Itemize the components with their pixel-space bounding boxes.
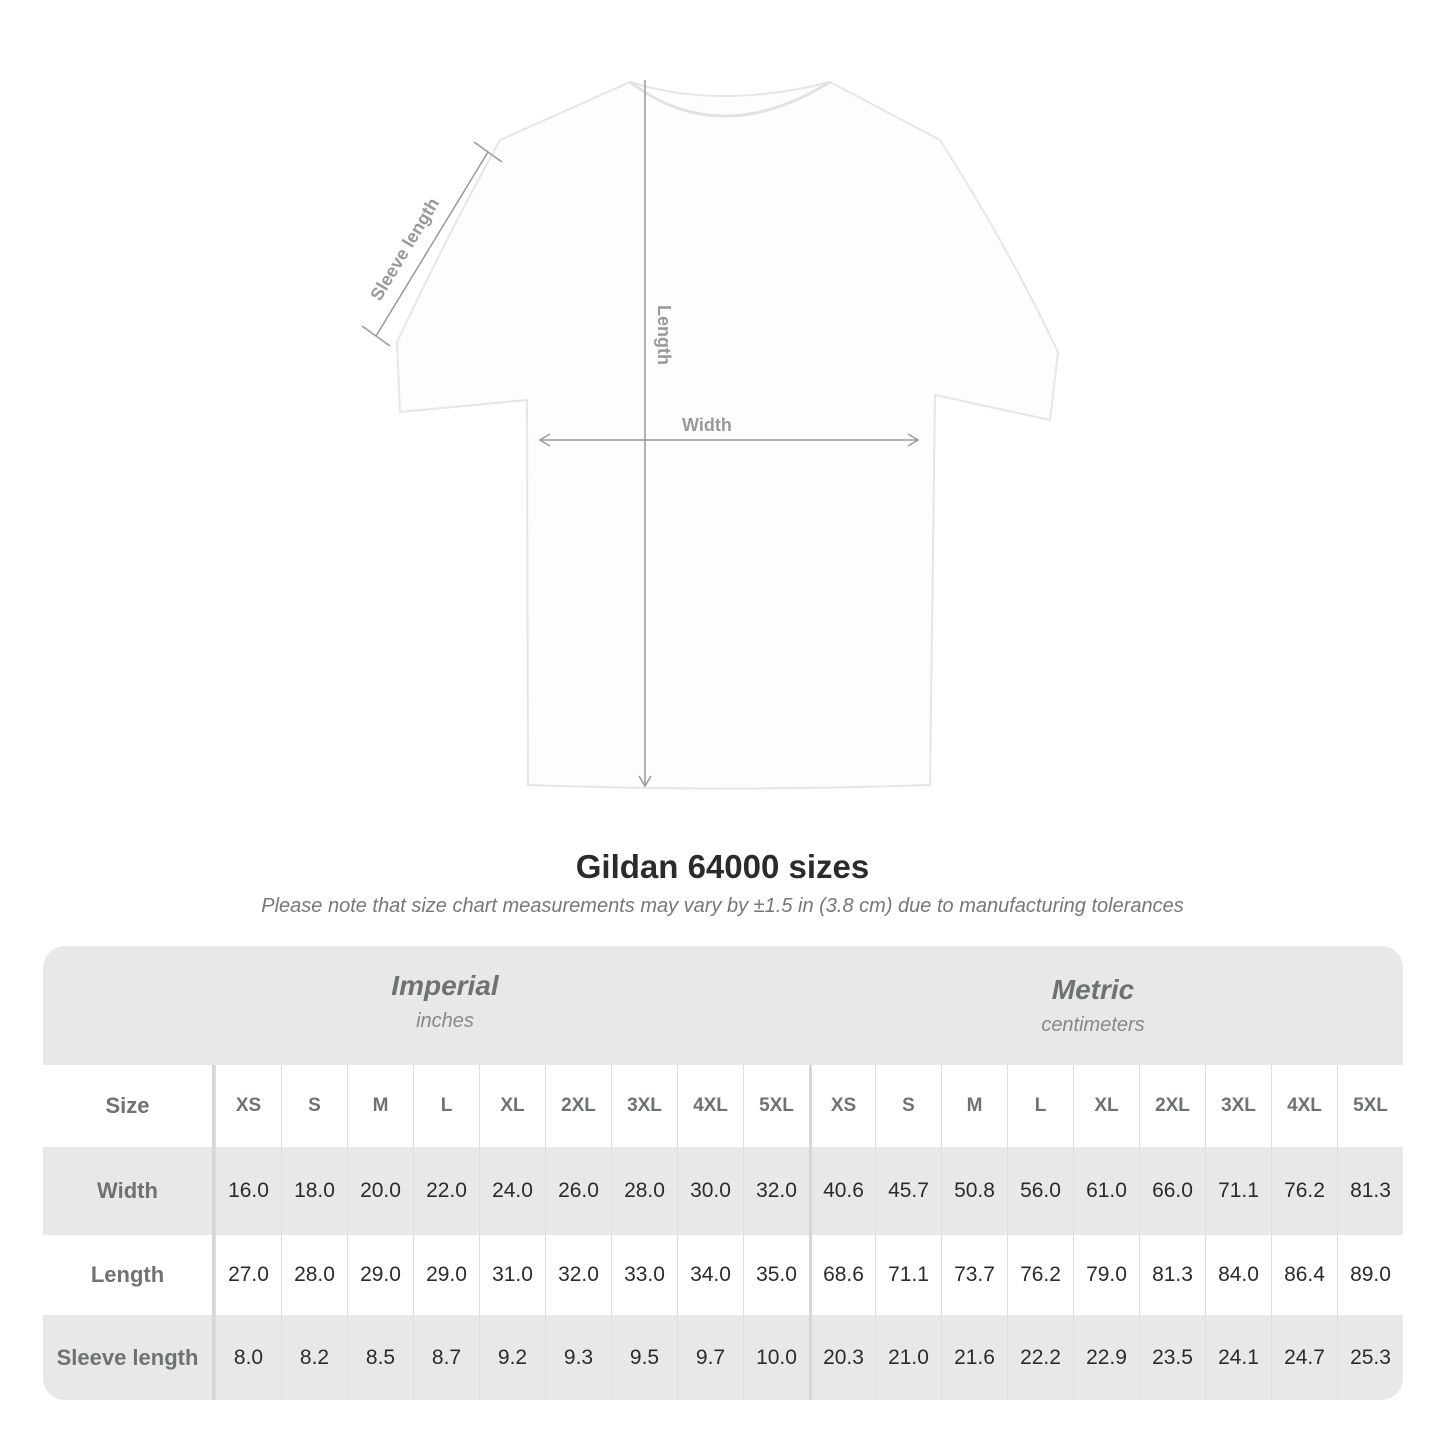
width-label: Width <box>682 415 732 435</box>
table-cell: 35.0 <box>743 1235 809 1315</box>
units-header: Imperial inches Metric centimeters <box>43 946 1403 1065</box>
table-cell: 20.0 <box>347 1147 413 1235</box>
size-header-cell: XS <box>215 1065 281 1147</box>
table-cell: 9.2 <box>479 1315 545 1400</box>
table-cell: 9.5 <box>611 1315 677 1400</box>
size-label: Size <box>43 1065 215 1147</box>
table-row-width: Width 16.0 18.0 20.0 22.0 24.0 26.0 28.0 30.0 32.… <box>43 1147 1403 1235</box>
size-header-cell: 4XL <box>677 1065 743 1147</box>
table-cell: 8.2 <box>281 1315 347 1400</box>
table-cell: 28.0 <box>281 1235 347 1315</box>
imperial-unit: inches <box>416 1010 474 1032</box>
table-cell: 84.0 <box>1205 1235 1271 1315</box>
size-header-cell: XL <box>479 1065 545 1147</box>
table-cell: 8.0 <box>215 1315 281 1400</box>
table-cell: 56.0 <box>1007 1147 1073 1235</box>
table-cell: 81.3 <box>1337 1147 1403 1235</box>
size-header-cell: S <box>281 1065 347 1147</box>
table-cell: 24.0 <box>479 1147 545 1235</box>
measurement-arrows <box>361 80 920 788</box>
table-cell: 33.0 <box>611 1235 677 1315</box>
table-cell: 68.6 <box>809 1235 875 1315</box>
table-cell: 79.0 <box>1073 1235 1139 1315</box>
table-cell: 8.7 <box>413 1315 479 1400</box>
table-cell: 71.1 <box>1205 1147 1271 1235</box>
table-row-sleeve-length: Sleeve length 8.0 8.2 8.5 8.7 9.2 9.3 9.5 9.7 10.… <box>43 1315 1403 1400</box>
table-cell: 76.2 <box>1007 1235 1073 1315</box>
table-cell: 61.0 <box>1073 1147 1139 1235</box>
table-cell: 24.7 <box>1271 1315 1337 1400</box>
size-header-cell: M <box>941 1065 1007 1147</box>
size-header-cell: 2XL <box>1139 1065 1205 1147</box>
table-cell: 9.3 <box>545 1315 611 1400</box>
size-header-cell: 3XL <box>611 1065 677 1147</box>
table-cell: 81.3 <box>1139 1235 1205 1315</box>
table-cell: 31.0 <box>479 1235 545 1315</box>
size-table: Imperial inches Metric centimeters Size … <box>43 946 1403 1400</box>
size-header-cell: L <box>413 1065 479 1147</box>
size-header-row: Size XS S M L XL 2XL 3XL 4XL 5XL XS S M L XL 2XL 3XL 4XL… <box>43 1065 1403 1147</box>
table-cell: 24.1 <box>1205 1315 1271 1400</box>
table-cell: 22.9 <box>1073 1315 1139 1400</box>
table-cell: 66.0 <box>1139 1147 1205 1235</box>
metric-unit: centimeters <box>1041 1014 1145 1036</box>
table-cell: 27.0 <box>215 1235 281 1315</box>
table-cell: 76.2 <box>1271 1147 1337 1235</box>
size-header-cell: 5XL <box>743 1065 809 1147</box>
table-row-length: Length 27.0 28.0 29.0 29.0 31.0 32.0 33.0 34.0 35… <box>43 1235 1403 1315</box>
row-label: Width <box>43 1147 215 1235</box>
table-cell: 25.3 <box>1337 1315 1403 1400</box>
table-cell: 40.6 <box>809 1147 875 1235</box>
table-cell: 29.0 <box>347 1235 413 1315</box>
table-cell: 50.8 <box>941 1147 1007 1235</box>
size-header-cell: 4XL <box>1271 1065 1337 1147</box>
size-header-cell: M <box>347 1065 413 1147</box>
table-cell: 9.7 <box>677 1315 743 1400</box>
metric-title: Metric <box>1051 974 1135 1005</box>
table-cell: 29.0 <box>413 1235 479 1315</box>
table-cell: 28.0 <box>611 1147 677 1235</box>
imperial-header: Imperial inches <box>215 970 675 1033</box>
size-header-cell: 3XL <box>1205 1065 1271 1147</box>
imperial-title: Imperial <box>391 970 499 1001</box>
size-header-cell: XL <box>1073 1065 1139 1147</box>
length-label: Length <box>654 305 674 365</box>
size-header-cell: 5XL <box>1337 1065 1403 1147</box>
table-cell: 86.4 <box>1271 1235 1337 1315</box>
table-cell: 32.0 <box>743 1147 809 1235</box>
table-cell: 71.1 <box>875 1235 941 1315</box>
table-cell: 26.0 <box>545 1147 611 1235</box>
table-cell: 73.7 <box>941 1235 1007 1315</box>
metric-header: Metric centimeters <box>863 974 1323 1037</box>
table-cell: 22.2 <box>1007 1315 1073 1400</box>
table-cell: 89.0 <box>1337 1235 1403 1315</box>
table-cell: 10.0 <box>743 1315 809 1400</box>
row-label: Sleeve length <box>43 1315 215 1400</box>
row-label: Length <box>43 1235 215 1315</box>
size-header-cell: XS <box>809 1065 875 1147</box>
table-cell: 21.6 <box>941 1315 1007 1400</box>
size-header-cell: 2XL <box>545 1065 611 1147</box>
table-cell: 30.0 <box>677 1147 743 1235</box>
size-header-cell: L <box>1007 1065 1073 1147</box>
table-cell: 20.3 <box>809 1315 875 1400</box>
table-cell: 22.0 <box>413 1147 479 1235</box>
table-cell: 34.0 <box>677 1235 743 1315</box>
tshirt-diagram: Sleeve length Length Width <box>361 80 1060 790</box>
page-title: Gildan 64000 sizes <box>575 848 870 885</box>
tolerance-note: Please note that size chart measurements… <box>261 895 1184 917</box>
table-cell: 45.7 <box>875 1147 941 1235</box>
table-cell: 23.5 <box>1139 1315 1205 1400</box>
tshirt-image <box>395 80 1060 790</box>
table-cell: 32.0 <box>545 1235 611 1315</box>
table-cell: 18.0 <box>281 1147 347 1235</box>
table-cell: 21.0 <box>875 1315 941 1400</box>
table-cell: 16.0 <box>215 1147 281 1235</box>
table-cell: 8.5 <box>347 1315 413 1400</box>
size-header-cell: S <box>875 1065 941 1147</box>
